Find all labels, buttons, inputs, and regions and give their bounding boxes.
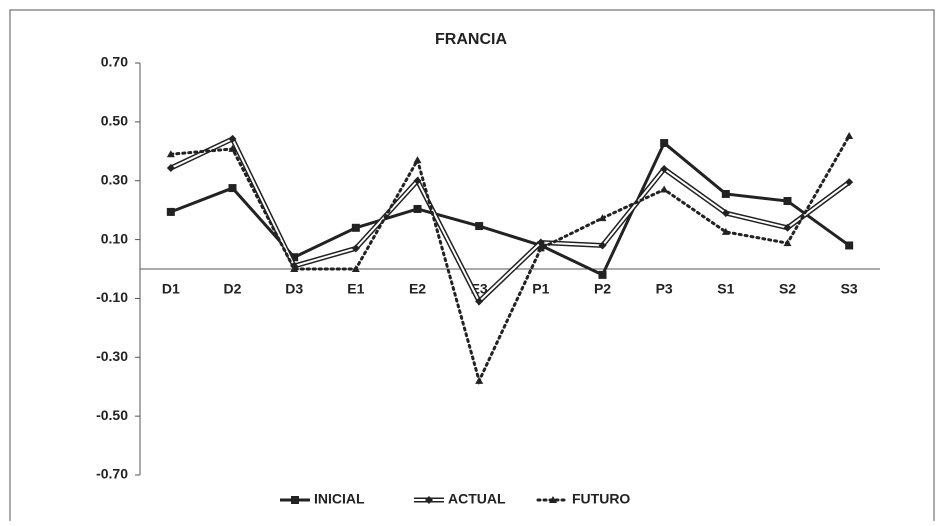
x-tick-label: S2 — [779, 281, 796, 297]
data-point — [845, 178, 854, 187]
data-point — [845, 241, 854, 250]
series-line — [170, 140, 851, 277]
data-point — [228, 144, 237, 152]
data-point — [290, 253, 299, 262]
data-point — [536, 238, 545, 247]
x-tick-label: P2 — [594, 281, 611, 297]
chart-title: FRANCIA — [435, 31, 507, 48]
y-tick-label: 0.10 — [101, 230, 128, 246]
data-point — [290, 265, 299, 272]
data-point — [475, 222, 484, 231]
legend-label: FUTURO — [572, 491, 630, 507]
data-point — [845, 131, 854, 139]
x-tick-label: E1 — [347, 281, 364, 297]
data-point — [721, 227, 730, 235]
data-point — [783, 197, 792, 206]
series-line-inner — [170, 137, 850, 304]
x-tick-label: P1 — [532, 281, 549, 297]
data-point — [228, 134, 237, 143]
legend-label: INICIAL — [314, 491, 365, 507]
y-tick-label: -0.50 — [96, 407, 128, 423]
legend-marker — [425, 496, 433, 504]
data-point — [660, 139, 669, 148]
data-point — [721, 189, 730, 198]
x-tick-label: D1 — [162, 281, 180, 297]
data-point — [475, 376, 484, 384]
y-tick-label: -0.70 — [96, 466, 128, 482]
data-point — [351, 244, 360, 253]
data-point — [228, 184, 237, 193]
data-point — [166, 150, 175, 158]
y-tick-label: 0.30 — [101, 171, 128, 187]
data-point — [475, 297, 484, 306]
data-point — [721, 209, 730, 218]
x-tick-label: E2 — [409, 281, 426, 297]
y-tick-label: -0.30 — [96, 348, 128, 364]
series-line — [169, 134, 851, 386]
data-point — [598, 241, 607, 250]
x-tick-label: D2 — [224, 281, 242, 297]
chart-frame — [9, 9, 935, 526]
data-point — [413, 156, 422, 164]
data-point — [536, 244, 545, 252]
data-point — [598, 270, 607, 279]
x-tick-label: D3 — [285, 281, 303, 297]
legend-marker — [291, 496, 299, 504]
y-tick-label: 0.50 — [101, 113, 128, 129]
data-point — [660, 164, 669, 173]
data-point — [783, 223, 792, 232]
x-tick-label: P3 — [656, 281, 673, 297]
data-point — [413, 204, 422, 213]
data-point — [413, 176, 422, 185]
x-tick-label: S1 — [717, 281, 734, 297]
legend-label: ACTUAL — [448, 491, 506, 507]
legend-marker — [549, 496, 557, 503]
data-point — [166, 207, 175, 216]
data-point — [598, 214, 607, 222]
data-point — [351, 223, 360, 232]
y-tick-label: -0.10 — [96, 289, 128, 305]
data-point — [660, 185, 669, 193]
data-point — [783, 239, 792, 247]
x-tick-label: S3 — [841, 281, 858, 297]
y-tick-label: 0.70 — [101, 54, 128, 70]
data-point — [166, 164, 175, 173]
data-point — [351, 265, 360, 272]
